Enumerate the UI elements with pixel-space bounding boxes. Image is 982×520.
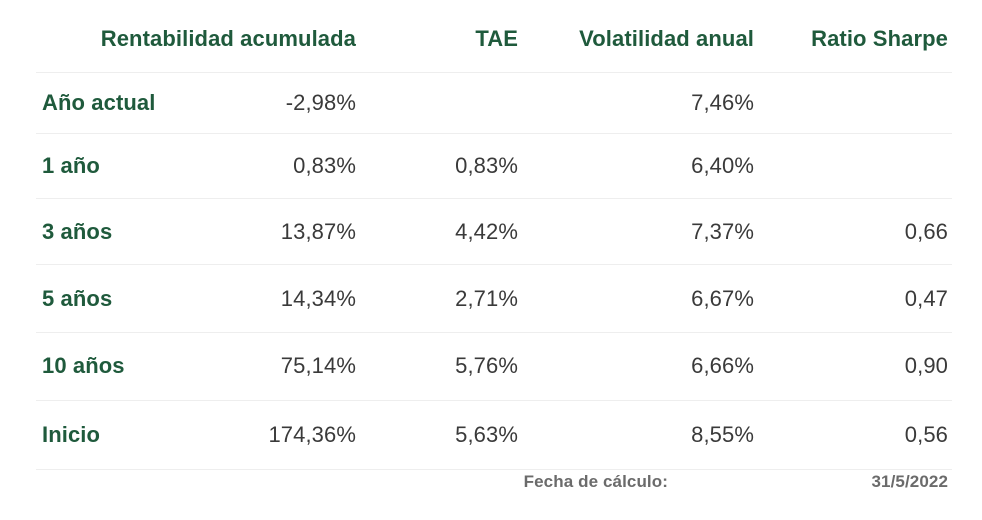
sharpe-value: 0,47 — [904, 286, 948, 311]
tae-value: 5,76% — [455, 353, 518, 378]
volatilidad-value: 6,40% — [691, 153, 754, 178]
volatilidad-value: 6,66% — [691, 353, 754, 378]
table-row: Año actual -2,98% 7,46% — [36, 73, 952, 134]
row-label: Año actual — [42, 90, 156, 115]
table-row: 5 años 14,34% 2,71% 6,67% 0,47 — [36, 265, 952, 333]
volatilidad-value: 7,46% — [691, 90, 754, 115]
rentabilidad-value: 14,34% — [280, 286, 356, 311]
table-row: 3 años 13,87% 4,42% 7,37% 0,66 — [36, 199, 952, 265]
calculation-date-label: Fecha de cálculo: — [523, 472, 668, 491]
row-label: 5 años — [42, 286, 113, 311]
tae-value: 5,63% — [455, 422, 518, 447]
row-label: Inicio — [42, 422, 101, 447]
header-tae: TAE — [475, 26, 518, 51]
volatilidad-value: 8,55% — [691, 422, 754, 447]
rentabilidad-value: 0,83% — [293, 153, 356, 178]
rentabilidad-value: 75,14% — [280, 353, 356, 378]
row-label: 10 años — [42, 353, 125, 378]
sharpe-value: 0,56 — [904, 422, 948, 447]
table-header: Rentabilidad acumulada TAE Volatilidad a… — [36, 10, 952, 73]
rentabilidad-value: 13,87% — [280, 219, 356, 244]
returns-table: Rentabilidad acumulada TAE Volatilidad a… — [36, 10, 952, 470]
table-row: 1 año 0,83% 0,83% 6,40% — [36, 134, 952, 199]
rentabilidad-value: -2,98% — [285, 90, 356, 115]
header-rentabilidad: Rentabilidad acumulada — [100, 26, 356, 51]
sharpe-value: 0,66 — [904, 219, 948, 244]
row-label: 3 años — [42, 219, 113, 244]
table-row: 10 años 75,14% 5,76% 6,66% 0,90 — [36, 333, 952, 401]
calculation-date-value: 31/5/2022 — [871, 472, 948, 491]
calculation-footer: Fecha de cálculo: 31/5/2022 — [36, 472, 952, 502]
rentabilidad-value: 174,36% — [268, 422, 356, 447]
volatilidad-value: 6,67% — [691, 286, 754, 311]
row-label: 1 año — [42, 153, 100, 178]
header-sharpe: Ratio Sharpe — [811, 26, 948, 51]
table-row: Inicio 174,36% 5,63% 8,55% 0,56 — [36, 401, 952, 470]
tae-value: 0,83% — [455, 153, 518, 178]
volatilidad-value: 7,37% — [691, 219, 754, 244]
sharpe-value: 0,90 — [904, 353, 948, 378]
header-volatilidad: Volatilidad anual — [579, 26, 754, 51]
tae-value: 2,71% — [455, 286, 518, 311]
tae-value: 4,42% — [455, 219, 518, 244]
